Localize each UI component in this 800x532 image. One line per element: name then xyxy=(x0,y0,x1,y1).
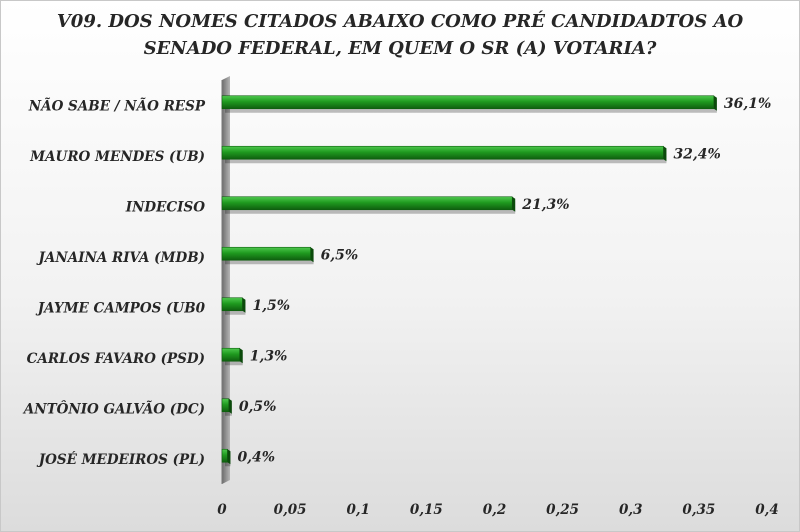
category-label: JOSÉ MEDEIROS (PL) xyxy=(36,452,205,468)
bar xyxy=(221,297,243,312)
bar-end-cap xyxy=(228,398,232,414)
chart-title-line-2: SENADO FEDERAL, EM QUEM O SR (A) VOTARIA… xyxy=(143,38,657,59)
bar-end-cap xyxy=(713,95,717,111)
bar-end-cap xyxy=(663,146,667,162)
data-label: 0,4% xyxy=(237,449,275,465)
x-tick-label: 0,3 xyxy=(619,502,643,518)
axis-wall xyxy=(222,76,230,484)
data-label: 21,3% xyxy=(521,197,569,213)
x-tick-label: 0,1 xyxy=(347,502,371,518)
chart-title: V09. DOS NOMES CITADOS ABAIXO COMO PRÉ C… xyxy=(0,8,800,62)
x-tick-label: 0,05 xyxy=(274,502,307,518)
x-tick-label: 0 xyxy=(217,502,227,518)
category-label: INDECISO xyxy=(125,199,205,215)
category-label: CARLOS FAVARO (PSD) xyxy=(27,351,205,367)
x-tick-label: 0,35 xyxy=(682,502,715,518)
data-label: 1,3% xyxy=(250,348,288,364)
bar xyxy=(221,448,228,463)
bar-end-cap xyxy=(242,297,246,313)
bar xyxy=(221,95,715,110)
x-tick-label: 0,4 xyxy=(755,502,779,518)
bar xyxy=(221,347,241,362)
category-label: NÃO SABE / NÃO RESP xyxy=(28,98,206,114)
bar-end-cap xyxy=(239,348,243,364)
x-tick-label: 0,25 xyxy=(546,502,579,518)
data-label: 32,4% xyxy=(673,146,720,162)
category-label: ANTÔNIO GALVÃO (DC) xyxy=(22,400,205,417)
x-tick-label: 0,15 xyxy=(410,502,443,518)
data-label: 6,5% xyxy=(321,247,359,263)
bar xyxy=(221,145,664,160)
category-label: JAYME CAMPOS (UB0 xyxy=(35,300,206,316)
data-label: 1,5% xyxy=(252,298,290,314)
bar xyxy=(221,246,311,261)
bar xyxy=(221,398,230,413)
category-label: JANAINA RIVA (MDB) xyxy=(36,250,205,266)
bar xyxy=(221,196,513,211)
x-tick-label: 0,2 xyxy=(483,502,507,518)
bar-end-cap xyxy=(512,196,516,212)
bar-end-cap xyxy=(310,247,314,263)
data-label: 0,5% xyxy=(239,399,277,415)
chart-title-line-1: V09. DOS NOMES CITADOS ABAIXO COMO PRÉ C… xyxy=(56,11,744,32)
bar-end-cap xyxy=(227,449,231,465)
data-label: 36,1% xyxy=(724,96,771,112)
category-label: MAURO MENDES (UB) xyxy=(29,149,205,165)
